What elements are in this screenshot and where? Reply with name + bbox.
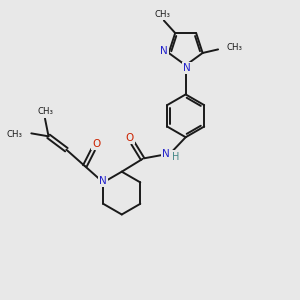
- Text: CH₃: CH₃: [226, 44, 242, 52]
- Text: H: H: [172, 152, 179, 161]
- Text: N: N: [183, 63, 191, 73]
- Text: N: N: [99, 176, 106, 186]
- Text: O: O: [92, 139, 100, 149]
- Text: N: N: [160, 46, 168, 56]
- Text: O: O: [125, 133, 134, 142]
- Text: CH₃: CH₃: [154, 10, 170, 19]
- Text: CH₃: CH₃: [38, 107, 54, 116]
- Text: CH₃: CH₃: [7, 130, 23, 139]
- Text: N: N: [162, 149, 169, 160]
